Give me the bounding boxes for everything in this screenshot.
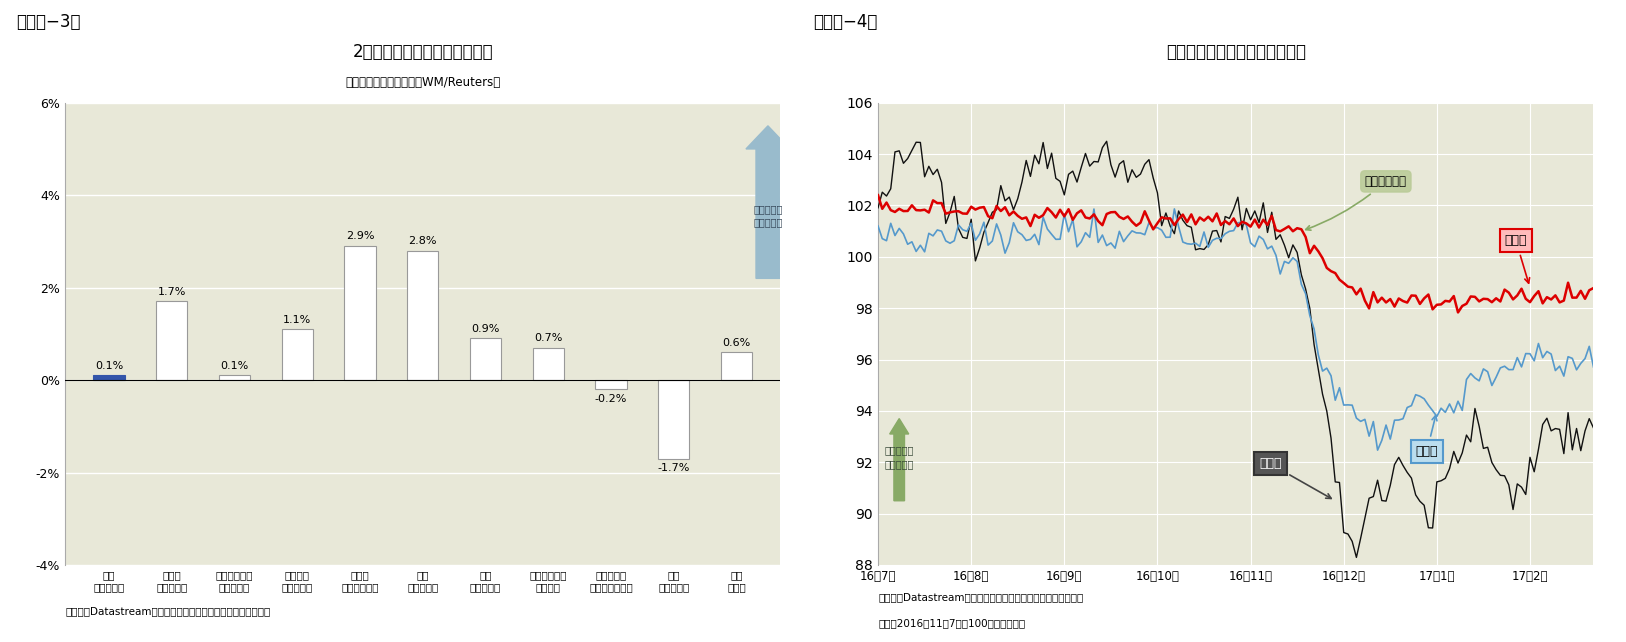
Text: （対米ドル、前月末比、WM/Reuters）: （対米ドル、前月末比、WM/Reuters）: [345, 76, 501, 89]
Text: 0.1%: 0.1%: [94, 361, 124, 371]
Text: 主要通貨（対米国ドル）の推移: 主要通貨（対米国ドル）の推移: [1166, 43, 1306, 61]
Text: トランプ当選: トランプ当選: [1306, 175, 1406, 230]
FancyArrow shape: [889, 419, 909, 501]
Bar: [156, 302, 187, 380]
Text: ユーロ: ユーロ: [1416, 415, 1437, 458]
Text: 1.7%: 1.7%: [158, 287, 185, 297]
Bar: [93, 376, 125, 380]
Text: 2月の主要新興国通貨の変化率: 2月の主要新興国通貨の変化率: [353, 43, 493, 61]
Bar: [220, 376, 250, 380]
Text: （資料）Datastreamのデータを元にニッセイ基礎研究所で作成: （資料）Datastreamのデータを元にニッセイ基礎研究所で作成: [878, 593, 1083, 602]
Bar: [281, 329, 312, 380]
Text: 自国通貨高
（ドル安）: 自国通貨高 （ドル安）: [753, 204, 782, 227]
Text: 0.6%: 0.6%: [722, 338, 751, 348]
Text: （注）2016年11月7日＝100として指数化: （注）2016年11月7日＝100として指数化: [878, 618, 1024, 628]
Bar: [659, 380, 689, 458]
Text: 2.8%: 2.8%: [408, 236, 437, 246]
Bar: [533, 348, 564, 380]
Text: （図表−3）: （図表−3）: [16, 13, 81, 31]
Text: 0.7%: 0.7%: [533, 333, 563, 343]
Text: 1.1%: 1.1%: [283, 315, 311, 325]
Text: 0.1%: 0.1%: [221, 361, 249, 371]
Bar: [720, 352, 753, 380]
Text: 自国通貨高
（ドル安）: 自国通貨高 （ドル安）: [885, 446, 914, 469]
Text: （資料）Datastreamのデータを元にニッセイ基礎研究所で作成: （資料）Datastreamのデータを元にニッセイ基礎研究所で作成: [65, 606, 270, 616]
Text: 日本円: 日本円: [1259, 457, 1332, 498]
Bar: [470, 338, 501, 380]
Text: -1.7%: -1.7%: [657, 464, 689, 473]
Text: （図表−4）: （図表−4）: [813, 13, 878, 31]
Text: -0.2%: -0.2%: [595, 394, 628, 404]
Bar: [345, 246, 376, 380]
Text: 2.9%: 2.9%: [346, 231, 374, 241]
Text: 人民元: 人民元: [1504, 234, 1530, 283]
Text: 0.9%: 0.9%: [472, 324, 499, 334]
Bar: [595, 380, 626, 389]
Bar: [406, 250, 439, 380]
FancyArrow shape: [746, 126, 790, 279]
